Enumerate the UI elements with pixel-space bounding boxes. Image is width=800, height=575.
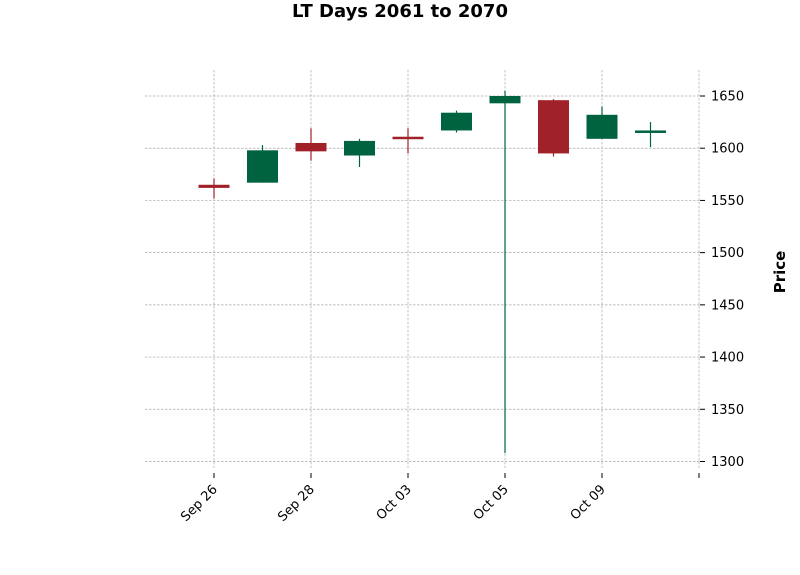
candle xyxy=(441,110,472,133)
y-axis: 1300 1350 1400 1450 1500 1550 1600 1650 xyxy=(700,90,744,470)
x-tick-label: Oct 05 xyxy=(471,482,512,523)
candle-body xyxy=(295,142,327,152)
candle xyxy=(635,122,666,148)
candle xyxy=(586,106,618,139)
candle xyxy=(198,178,230,199)
y-tick-label: 1650 xyxy=(711,90,744,105)
candle-body xyxy=(247,150,278,183)
candle-body xyxy=(441,112,472,131)
candle-body xyxy=(344,140,375,156)
candle-body xyxy=(392,136,424,140)
candle xyxy=(538,99,569,157)
candles xyxy=(198,90,666,454)
y-axis-label: Price xyxy=(771,251,789,294)
candle-body xyxy=(489,96,521,104)
x-tick-label: Oct 09 xyxy=(568,482,609,523)
candle xyxy=(344,138,375,168)
candle xyxy=(489,90,521,454)
candle-body xyxy=(586,114,618,139)
y-tick-label: 1350 xyxy=(711,403,744,418)
y-tick-label: 1300 xyxy=(711,455,744,470)
candle-body xyxy=(538,100,569,154)
x-tick-label: Oct 03 xyxy=(374,482,415,523)
candle-body xyxy=(198,184,230,188)
y-tick-label: 1400 xyxy=(711,351,744,366)
candle xyxy=(247,145,278,183)
y-tick-label: 1550 xyxy=(711,194,744,209)
candle xyxy=(392,128,424,154)
candle xyxy=(295,128,327,161)
y-tick-label: 1600 xyxy=(711,142,744,157)
y-tick-label: 1450 xyxy=(711,298,744,313)
chart-title: LT Days 2061 to 2070 xyxy=(292,1,508,22)
y-tick-label: 1500 xyxy=(711,246,744,261)
candle-body xyxy=(635,130,666,133)
x-tick-label: Sep 26 xyxy=(178,482,221,525)
x-axis: Sep 26 Sep 28 Oct 03 Oct 05 Oct 09 xyxy=(178,473,700,525)
x-tick-label: Sep 28 xyxy=(275,482,318,525)
